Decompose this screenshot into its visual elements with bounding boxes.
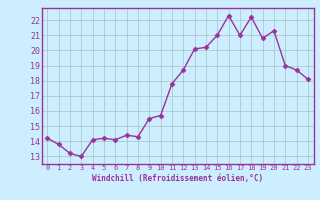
X-axis label: Windchill (Refroidissement éolien,°C): Windchill (Refroidissement éolien,°C) [92,174,263,183]
